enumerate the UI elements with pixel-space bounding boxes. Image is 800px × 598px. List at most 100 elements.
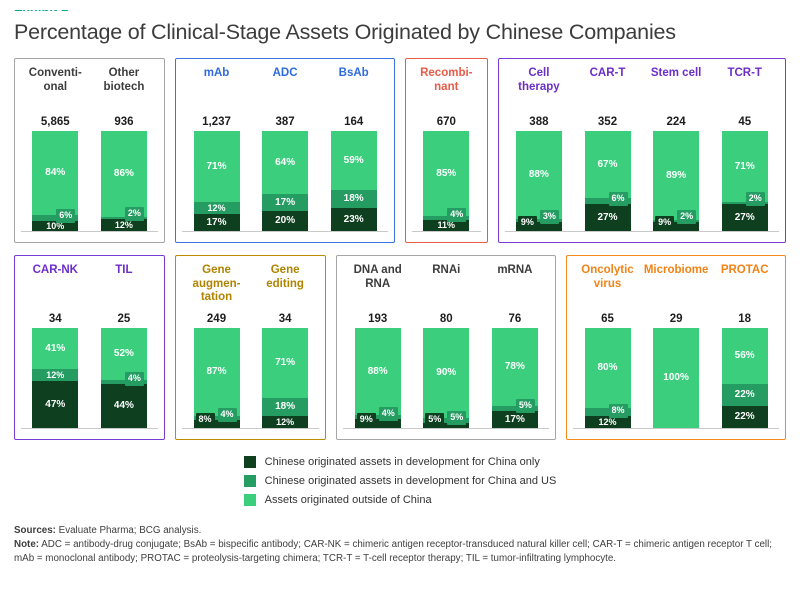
chart-rows: Conventi- onal 5,865 84% 10% 6% Other biotech… <box>14 58 786 440</box>
bar: 80% 12% 8% <box>584 328 631 428</box>
segment-outside-china: 84% <box>32 131 79 215</box>
sources-line: Sources: Evaluate Pharma; BCG analysis. <box>14 524 786 538</box>
percent-chip: 2% <box>745 192 765 206</box>
segment-outside-china: 80% <box>584 328 631 408</box>
panel-columns: Cell therapy 388 88% 3% 9% CAR-T 352 67% 27% 6% St… <box>504 67 779 232</box>
bar: 64% 17% 20% <box>262 131 309 231</box>
segment-china-only <box>515 222 562 231</box>
percent-chip: 4% <box>378 407 398 421</box>
percent-label: 90% <box>436 367 457 378</box>
segment-china-only: 20% <box>262 211 309 231</box>
bar-column: Microbiome 29 100% <box>644 264 709 428</box>
segment-china-and-us <box>515 219 562 222</box>
bar-column: mAb 1,237 71% 12% 17% <box>184 67 249 231</box>
bar-header: Other biotech <box>103 67 145 93</box>
bar-total: 388 <box>529 116 549 128</box>
percent-label: 12% <box>598 416 617 427</box>
segment-china-and-us <box>423 216 470 220</box>
bar-header: DNA and RNA <box>353 264 402 290</box>
segment-china-and-us: 18% <box>262 398 309 416</box>
segment-outside-china: 71% <box>262 328 309 398</box>
bar-header: mAb <box>203 67 230 79</box>
bar-total: 5,865 <box>40 116 70 128</box>
bar-header: ADC <box>272 67 298 79</box>
bar: 87% 4% 8% <box>193 328 240 428</box>
bar-header: Conventi- onal <box>28 67 82 93</box>
segment-china-and-us <box>721 202 768 204</box>
segment-outside-china: 86% <box>100 131 147 217</box>
panel-columns: DNA and RNA 193 88% 4% 9% RNAi 80 90% 5% 5% mRNA 76… <box>343 264 550 429</box>
percent-label: 18% <box>275 401 296 412</box>
percent-chip: 5% <box>515 399 535 413</box>
segment-china-and-us: 12% <box>193 202 240 214</box>
bar-total: 25 <box>117 313 131 325</box>
percent-chip: 8% <box>195 413 215 427</box>
bar-header: PROTAC <box>720 264 769 276</box>
bar: 71% 27% 2% <box>721 131 768 231</box>
bar-total: 387 <box>275 116 295 128</box>
bar-column: mRNA 76 78% 17% 5% <box>483 264 548 428</box>
segment-china-only: 10% <box>32 220 79 231</box>
bar: 78% 17% 5% <box>491 328 538 428</box>
percent-label: 20% <box>275 215 296 226</box>
percent-label: 47% <box>45 398 66 410</box>
percent-chip: 2% <box>124 207 144 221</box>
segment-china-only: 12% <box>100 219 147 231</box>
percent-label: 17% <box>504 413 525 425</box>
segment-china-and-us: 22% <box>721 384 768 406</box>
percent-chip: 8% <box>608 404 628 418</box>
percent-chip: 4% <box>124 372 144 386</box>
panel: CAR-NK 34 41% 12% 47% TIL 25 52% 44% 4% <box>14 255 166 440</box>
bar: 41% 12% 47% <box>32 328 79 428</box>
percent-label: 11% <box>437 220 456 230</box>
bar-column: Gene editing 34 71% 18% 12% <box>253 264 318 428</box>
bar-total: 670 <box>436 116 456 128</box>
segment-china-and-us <box>354 415 401 419</box>
percent-label: 41% <box>45 342 66 354</box>
segment-china-and-us <box>584 198 631 204</box>
percent-label: 64% <box>275 156 296 168</box>
segment-china-only: 22% <box>721 406 768 428</box>
percent-label: 56% <box>734 350 755 361</box>
segment-china-and-us: 17% <box>262 194 309 211</box>
segment-china-only: 12% <box>584 416 631 428</box>
segment-china-only: 27% <box>584 204 631 231</box>
segment-china-only <box>354 419 401 428</box>
segment-china-only: 23% <box>330 208 377 231</box>
percent-label: 67% <box>597 158 618 170</box>
segment-outside-china: 90% <box>423 328 470 418</box>
bar-header: Gene editing <box>266 264 304 290</box>
percent-label: 10% <box>46 220 65 231</box>
bar-header: mRNA <box>497 264 533 276</box>
note-line: Note: ADC = antibody-drug conjugate; BsA… <box>14 538 786 566</box>
bar-header: Oncolytic virus <box>581 264 634 290</box>
bar-header: Microbiome <box>643 264 709 276</box>
bar: 56% 22% 22% <box>721 328 768 428</box>
segment-china-only: 44% <box>100 384 147 428</box>
panel: DNA and RNA 193 88% 4% 9% RNAi 80 90% 5% 5% mRNA 76… <box>336 255 557 440</box>
bar-total: 29 <box>669 313 683 325</box>
segment-outside-china: 87% <box>193 328 240 416</box>
bar-column: CAR-NK 34 41% 12% 47% <box>23 264 88 428</box>
segment-outside-china: 52% <box>100 328 147 380</box>
percent-label: 44% <box>113 400 134 411</box>
page-title: Percentage of Clinical-Stage Assets Orig… <box>14 20 676 44</box>
percent-chip: 5% <box>447 411 467 425</box>
legend-item: Chinese originated assets in development… <box>243 475 556 487</box>
percent-label: 52% <box>113 348 134 359</box>
note-label: Note: <box>14 539 40 551</box>
bar: 85% 11% 4% <box>423 131 470 231</box>
bar-total: 45 <box>738 116 752 128</box>
panel: Recombi- nant 670 85% 11% 4% <box>405 58 488 243</box>
bar-header: Gene augmen- tation <box>192 264 241 304</box>
segment-outside-china: 78% <box>491 328 538 406</box>
panel: Oncolytic virus 65 80% 12% 8% Microbiome 29 100… <box>566 255 786 440</box>
percent-chip: 6% <box>56 209 76 223</box>
percent-label: 12% <box>207 202 226 213</box>
percent-label: 22% <box>734 411 755 422</box>
segment-outside-china: 71% <box>193 131 240 202</box>
segment-outside-china: 41% <box>32 328 79 369</box>
bar-total: 80 <box>439 313 453 325</box>
segment-china-and-us <box>32 215 79 221</box>
segment-china-and-us <box>423 418 470 423</box>
